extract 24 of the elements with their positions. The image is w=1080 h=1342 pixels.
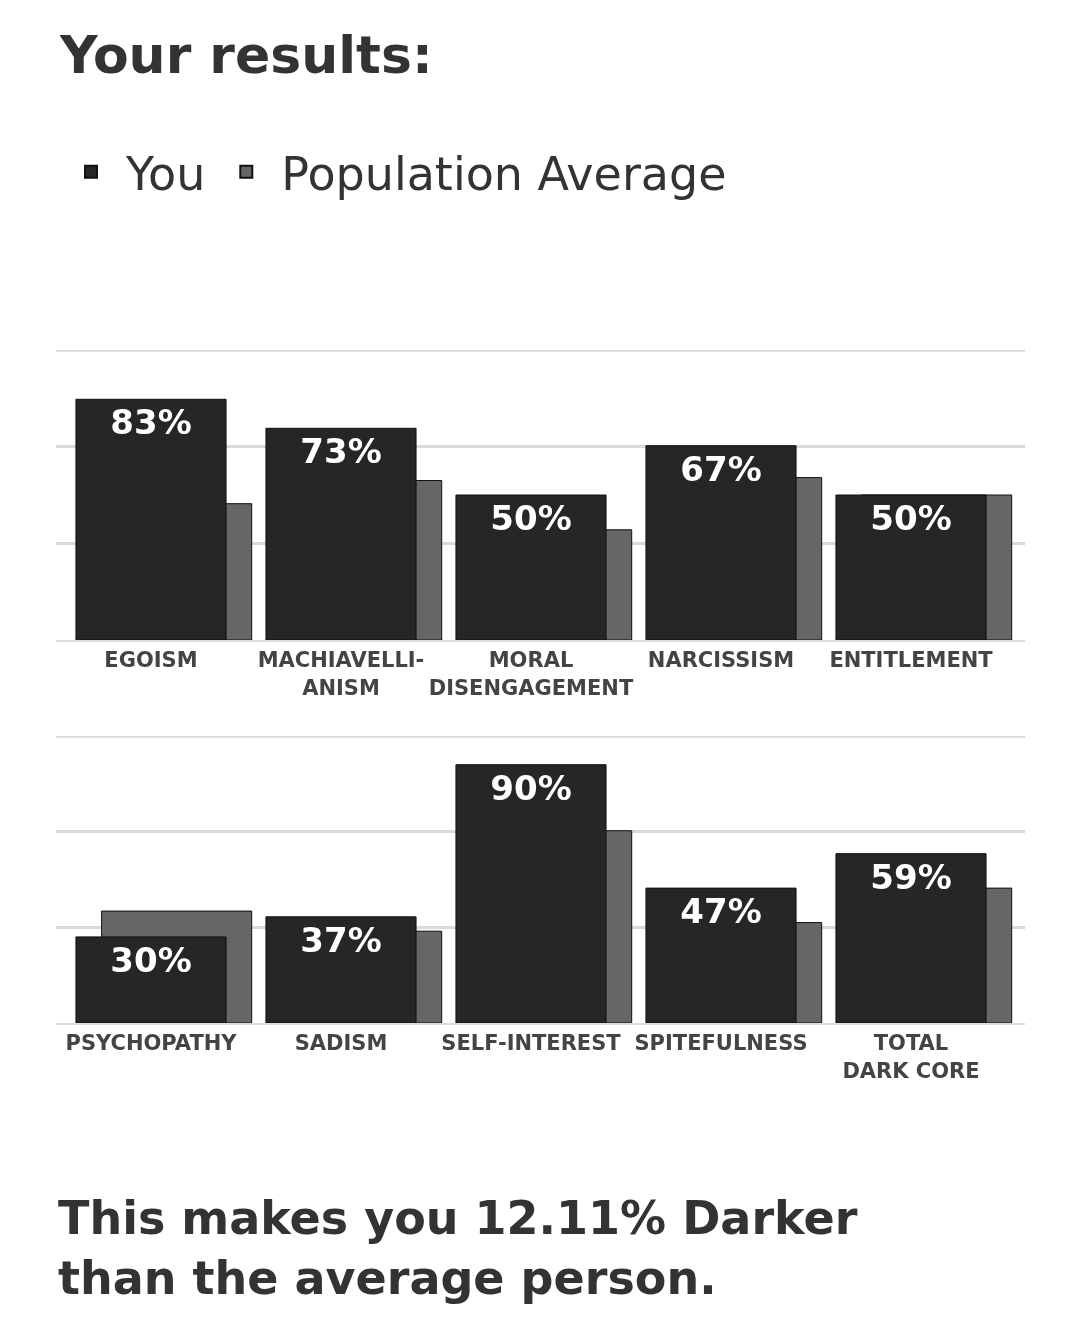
x-tick-label: SADISM <box>294 1031 388 1056</box>
data-label: 83% <box>110 402 192 443</box>
data-label: 73% <box>300 431 382 472</box>
data-label: 59% <box>870 856 952 897</box>
legend-label: Population Average <box>281 146 727 201</box>
data-label: 47% <box>680 891 762 932</box>
data-label: 37% <box>300 919 382 960</box>
text: This makes you 12.11% Darker than the average person. <box>58 1191 858 1305</box>
x-tick-label: ENTITLEMENT <box>829 648 994 673</box>
data-label: 50% <box>490 498 572 538</box>
x-tick-label: SPITEFULNESS <box>634 1031 808 1056</box>
data-label: 50% <box>870 498 952 538</box>
x-tick-label: TOTAL DARK CORE <box>842 1031 980 1083</box>
chart-title: Your results: <box>59 25 433 86</box>
legend-label: You <box>125 146 206 201</box>
x-tick-label: PSYCHOPATHY <box>65 1031 238 1056</box>
x-tick-label: SELF-INTEREST <box>441 1031 622 1056</box>
data-label: 67% <box>680 448 762 489</box>
data-label: 90% <box>490 767 572 808</box>
x-tick-label: MORAL DISENGAGEMENT <box>428 648 634 700</box>
x-tick-label: NARCISSISM <box>647 648 795 673</box>
data-label: 30% <box>110 939 192 980</box>
x-tick-label: MACHIAVELLI- ANISM <box>257 648 425 700</box>
x-tick-label: EGOISM <box>104 648 198 673</box>
